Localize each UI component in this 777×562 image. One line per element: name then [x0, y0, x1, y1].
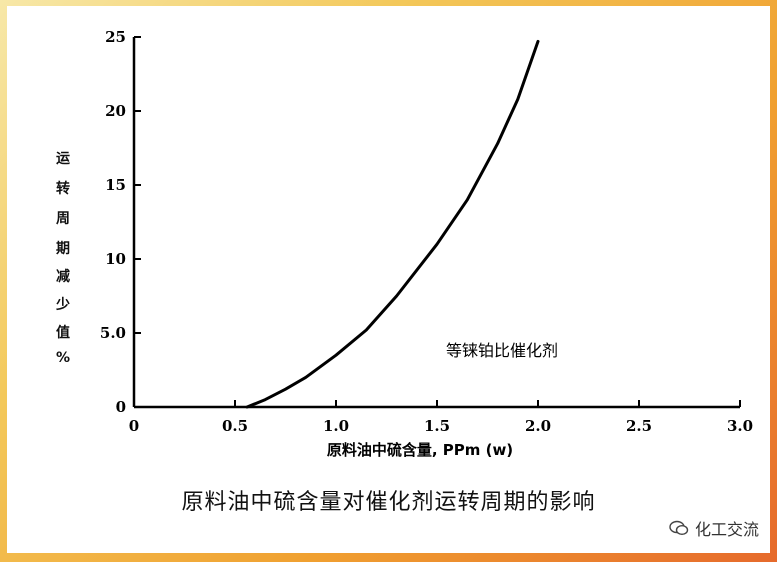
x-tick-label: 1.0 — [323, 417, 349, 435]
x-tick-label: 3.0 — [727, 417, 753, 435]
x-tick-label: 2.5 — [626, 417, 652, 435]
y-axis-label-char: 周 — [56, 211, 70, 227]
curve-annotation: 等铼铂比催化剂 — [446, 341, 558, 360]
chat-bubble-icon — [669, 520, 689, 536]
figure-caption: 原料油中硫含量对催化剂运转周期的影响 — [181, 490, 596, 515]
y-tick-label: 5.0 — [100, 324, 126, 342]
y-tick-label: 10 — [105, 250, 126, 268]
watermark-text: 化工交流 — [694, 520, 759, 539]
y-tick-label: 15 — [105, 176, 126, 194]
y-axis-label-char: 值 — [56, 325, 70, 341]
y-tick-label: 0 — [116, 398, 126, 416]
y-tick-label: 20 — [105, 102, 126, 120]
y-tick-label: 25 — [105, 28, 126, 46]
x-tick-label: 1.5 — [424, 417, 450, 435]
series-line — [245, 39, 540, 409]
x-tick-label: 0.5 — [222, 417, 248, 435]
y-axis-label-char: 减 — [56, 269, 70, 285]
y-axis-label-char: 运 — [56, 151, 70, 167]
x-axis-label: 原料油中硫含量, PPm (w) — [327, 441, 513, 459]
y-axis-label-char: 转 — [56, 181, 70, 197]
watermark: 化工交流 — [669, 516, 759, 540]
y-axis-label-char: % — [55, 350, 71, 366]
y-axis-label-char: 少 — [56, 297, 70, 313]
x-tick-label: 0 — [129, 417, 139, 435]
y-axis-label-char: 期 — [56, 241, 70, 257]
x-tick-label: 2.0 — [525, 417, 551, 435]
